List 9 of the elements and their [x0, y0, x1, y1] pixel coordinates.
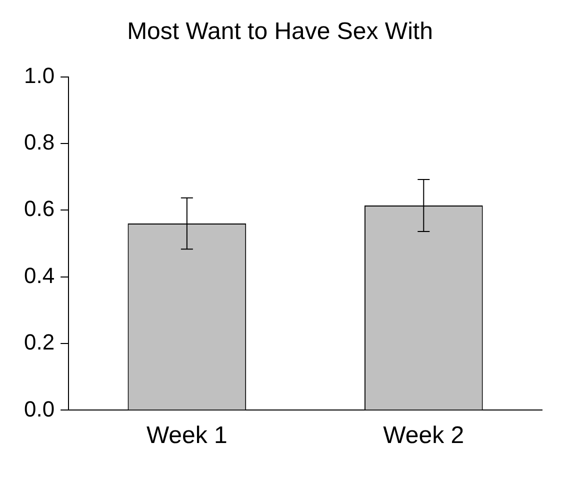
y-tick-label: 1.0 — [24, 62, 55, 88]
y-tick-label: 0.0 — [24, 396, 55, 422]
y-tick-label: 0.2 — [24, 330, 55, 355]
x-tick-label: Week 1 — [146, 422, 228, 450]
y-tick-label: 0.8 — [24, 130, 55, 155]
chart-title: Most Want to Have Sex With — [127, 18, 433, 46]
x-tick-label: Week 2 — [383, 422, 464, 450]
y-tick-label: 0.4 — [24, 262, 55, 288]
y-tick-label: 0.6 — [24, 196, 55, 222]
